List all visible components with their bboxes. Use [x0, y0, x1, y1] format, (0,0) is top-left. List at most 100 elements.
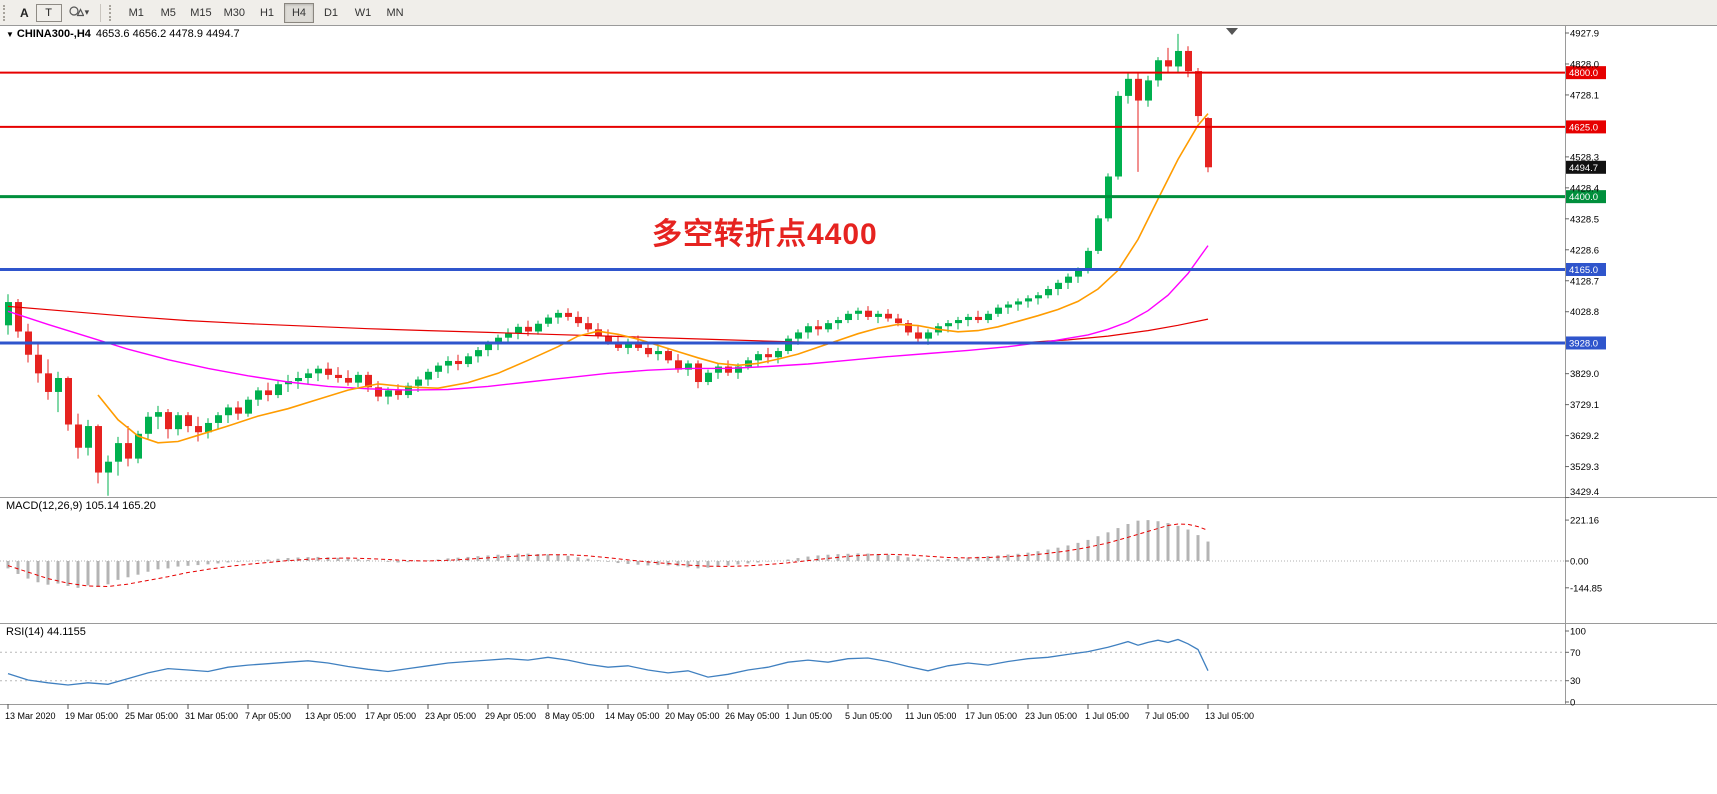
candle-body: [745, 360, 752, 367]
candle-body: [625, 341, 632, 348]
timeframe-button-D1[interactable]: D1: [323, 6, 339, 19]
price-badge-label: 3928.0: [1569, 338, 1598, 349]
candle-body: [15, 302, 22, 332]
candle-body: [265, 390, 272, 396]
candle-body: [565, 312, 572, 317]
candle-body: [695, 363, 702, 383]
rsi-panel: 100 70 30 0: [0, 627, 1586, 709]
candle-body: [295, 377, 302, 382]
price-label: 4728.1: [1570, 90, 1599, 101]
timeframe-button-H1[interactable]: H1: [259, 6, 275, 19]
price-label: 3529.3: [1570, 462, 1599, 473]
candle-body: [1005, 304, 1012, 308]
candle-body: [115, 443, 122, 462]
candle-body: [85, 426, 92, 448]
price-label: 4328.5: [1570, 214, 1599, 225]
timeframe-button-M1[interactable]: M1: [128, 6, 144, 19]
candle-body: [665, 351, 672, 361]
candle-body: [385, 390, 392, 397]
font-tool-button[interactable]: A: [20, 5, 29, 20]
candle-body: [655, 351, 662, 355]
rsi-value: 44.1155: [46, 626, 86, 638]
candle-body: [755, 354, 762, 361]
time-label: 13 Mar 2020: [5, 711, 56, 721]
timeframe-buttons: M1 M5 M15 M30 H1 H4 D1 W1 MN: [120, 2, 411, 23]
chevron-down-icon: ▾: [84, 7, 90, 17]
candle-body: [1065, 276, 1072, 283]
toolbar-drag-handle[interactable]: [109, 4, 115, 21]
time-label: 29 Apr 05:00: [485, 711, 536, 721]
toolbar: A T ▾ M1 M5 M15 M30 H1 H4 D1 W1 MN: [0, 0, 1717, 25]
ma-mid-line: [7, 245, 1209, 391]
macd-panel: 221.16 0.00 -144.85: [0, 516, 1602, 594]
candle-body: [1115, 95, 1122, 177]
candle-body: [555, 312, 562, 318]
candle-body: [955, 320, 962, 324]
candle-body: [45, 373, 52, 392]
price-label: 3429.4: [1570, 487, 1599, 498]
candle-body: [975, 316, 982, 321]
candle-body: [1195, 71, 1202, 117]
candle-body: [335, 374, 342, 378]
candle-body: [65, 377, 72, 425]
rsi-axis-label: 70: [1570, 648, 1581, 659]
candle-body: [915, 332, 922, 339]
timeframe-button-W1[interactable]: W1: [354, 6, 372, 19]
price-badge-label: 4165.0: [1569, 265, 1598, 276]
price-label: 4927.9: [1570, 29, 1599, 40]
candle-body: [1015, 301, 1022, 305]
candle-body: [395, 390, 402, 396]
candlestick-series: [5, 33, 1212, 496]
moving-averages: [7, 113, 1209, 444]
shift-marker-icon: [1226, 28, 1238, 35]
timeframe-button-MN[interactable]: MN: [386, 6, 404, 19]
candle-body: [1205, 118, 1212, 168]
price-badge-label: 4625.0: [1569, 122, 1598, 133]
horizontal-lines[interactable]: 4800.0 4625.0 4400.0 4165.0 3928.0: [0, 66, 1606, 350]
candle-body: [685, 363, 692, 370]
candle-body: [465, 356, 472, 365]
candle-body: [785, 338, 792, 352]
candle-body: [1075, 270, 1082, 277]
candle-body: [1155, 60, 1162, 81]
timeframe-button-M30[interactable]: M30: [223, 6, 246, 19]
candle-body: [895, 318, 902, 324]
text-frame-tool-button[interactable]: T: [35, 3, 62, 22]
time-label: 13 Jul 05:00: [1205, 711, 1254, 721]
time-label: 26 May 05:00: [725, 711, 780, 721]
price-badge: [1566, 66, 1606, 80]
time-label: 8 May 05:00: [545, 711, 595, 721]
toolbar-drag-handle[interactable]: [3, 4, 9, 21]
candle-body: [195, 426, 202, 433]
macd-axis-label: 0.00: [1570, 557, 1589, 568]
price-label: 3729.1: [1570, 400, 1599, 411]
price-label: 4528.3: [1570, 152, 1599, 163]
macd-label: MACD(12,26,9) 105.14 165.20: [6, 500, 156, 512]
macd-values: 105.14 165.20: [85, 500, 156, 512]
rsi-axis-label: 30: [1570, 676, 1581, 687]
candle-body: [715, 366, 722, 373]
price-badge-label: 4494.7: [1569, 163, 1598, 174]
macd-name: MACD(12,26,9): [6, 500, 83, 512]
candle-body: [845, 313, 852, 321]
time-label: 25 Mar 05:00: [125, 711, 178, 721]
timeframe-button-M15[interactable]: M15: [190, 6, 212, 19]
candle-body: [1145, 80, 1152, 101]
time-label: 1 Jun 05:00: [785, 711, 832, 721]
macd-axis-label: 221.16: [1570, 516, 1599, 527]
timeframe-button-M5[interactable]: M5: [160, 6, 176, 19]
timeframe-button-H4[interactable]: H4: [284, 2, 315, 23]
candle-body: [375, 387, 382, 397]
candle-body: [225, 407, 232, 416]
candle-body: [185, 415, 192, 427]
candle-body: [75, 424, 82, 448]
chart-annotation-text[interactable]: 多空转折点4400: [652, 218, 878, 251]
shapes-tool-button[interactable]: ▾: [64, 2, 95, 23]
candle-body: [325, 368, 332, 375]
price-label: 4128.7: [1570, 276, 1599, 287]
candle-body: [245, 399, 252, 414]
candle-body: [1175, 50, 1182, 67]
candle-body: [705, 372, 712, 383]
candle-body: [425, 371, 432, 380]
